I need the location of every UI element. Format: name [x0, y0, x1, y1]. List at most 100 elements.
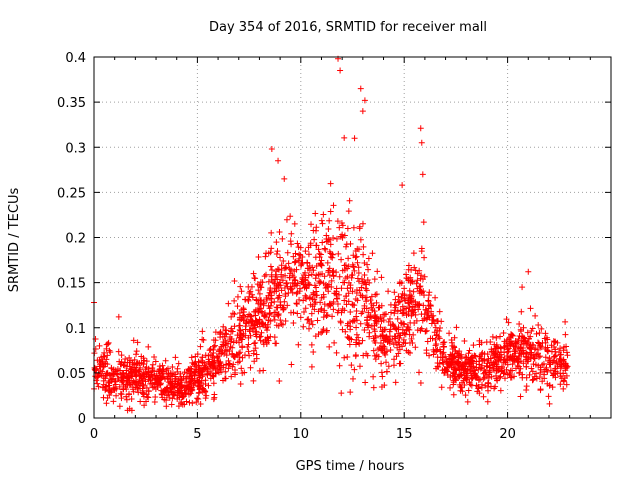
data-point — [209, 360, 216, 367]
data-point — [519, 333, 526, 340]
data-point — [110, 398, 117, 405]
data-point — [325, 226, 332, 233]
data-point — [562, 360, 569, 367]
x-tick-labels: 0 5 10 15 20 — [90, 427, 516, 442]
data-point — [256, 334, 263, 341]
data-point — [287, 286, 294, 293]
data-point — [324, 311, 331, 318]
data-point — [472, 373, 479, 380]
data-point — [523, 349, 530, 356]
data-point — [535, 354, 542, 361]
data-point — [314, 317, 321, 324]
data-point — [357, 85, 364, 92]
data-point — [237, 283, 244, 290]
data-point — [509, 361, 516, 368]
data-point — [193, 399, 200, 406]
data-point — [508, 340, 515, 347]
data-point — [330, 202, 337, 209]
data-point — [419, 171, 426, 178]
data-point — [289, 289, 296, 296]
data-point — [399, 326, 406, 333]
data-point — [305, 244, 312, 251]
data-point — [319, 239, 326, 246]
data-point — [194, 395, 201, 402]
data-point — [323, 313, 330, 320]
data-point — [200, 336, 207, 343]
data-point — [417, 275, 424, 282]
data-point — [356, 340, 363, 347]
data-point — [277, 254, 284, 261]
data-point — [166, 373, 173, 380]
data-point — [273, 250, 280, 257]
data-point — [527, 349, 534, 356]
data-point — [493, 363, 500, 370]
data-point — [296, 288, 303, 295]
data-point — [323, 327, 330, 334]
data-point — [346, 341, 353, 348]
data-point — [94, 357, 101, 364]
data-point — [510, 373, 517, 380]
data-point — [366, 313, 373, 320]
data-point — [395, 330, 402, 337]
data-point — [245, 348, 252, 355]
data-point — [322, 281, 329, 288]
data-point — [411, 304, 418, 311]
data-point — [333, 349, 340, 356]
data-point — [318, 217, 325, 224]
data-point — [424, 338, 431, 345]
y-tick-label: 0.15 — [57, 277, 86, 292]
data-point — [370, 384, 377, 391]
data-point — [309, 321, 316, 328]
data-point — [323, 238, 330, 245]
data-point — [248, 313, 255, 320]
data-point — [315, 271, 322, 278]
data-point — [413, 317, 420, 324]
data-point — [294, 310, 301, 317]
data-point — [380, 317, 387, 324]
data-point — [106, 379, 113, 386]
data-point — [450, 377, 457, 384]
data-point — [361, 272, 368, 279]
data-point — [247, 288, 254, 295]
data-point — [212, 329, 219, 336]
data-point — [99, 358, 106, 365]
data-point — [275, 266, 282, 273]
data-point — [131, 379, 138, 386]
y-tick-label: 0.2 — [65, 232, 86, 247]
data-point — [139, 382, 146, 389]
data-point — [133, 351, 140, 358]
data-point — [484, 398, 491, 405]
data-point — [474, 375, 481, 382]
data-point — [294, 240, 301, 247]
data-point — [427, 302, 434, 309]
data-point — [363, 294, 370, 301]
data-point — [334, 218, 341, 225]
data-point — [391, 356, 398, 363]
data-point — [408, 335, 415, 342]
data-point — [370, 373, 377, 380]
data-point — [115, 375, 122, 382]
data-point — [312, 275, 319, 282]
data-point — [288, 361, 295, 368]
data-point — [457, 387, 464, 394]
data-point — [136, 360, 143, 367]
data-point — [501, 338, 508, 345]
data-point — [116, 403, 123, 410]
data-point — [311, 306, 318, 313]
data-point — [355, 270, 362, 277]
data-point — [167, 379, 174, 386]
data-point — [542, 330, 549, 337]
data-point — [469, 353, 476, 360]
data-point — [188, 354, 195, 361]
data-point — [361, 259, 368, 266]
data-point — [323, 232, 330, 239]
data-point — [291, 276, 298, 283]
data-point — [312, 333, 319, 340]
x-axis-label: GPS time / hours — [296, 459, 405, 474]
data-point — [519, 284, 526, 291]
data-point — [542, 354, 549, 361]
data-point — [500, 329, 507, 336]
data-point — [410, 250, 417, 257]
data-point — [95, 383, 102, 390]
